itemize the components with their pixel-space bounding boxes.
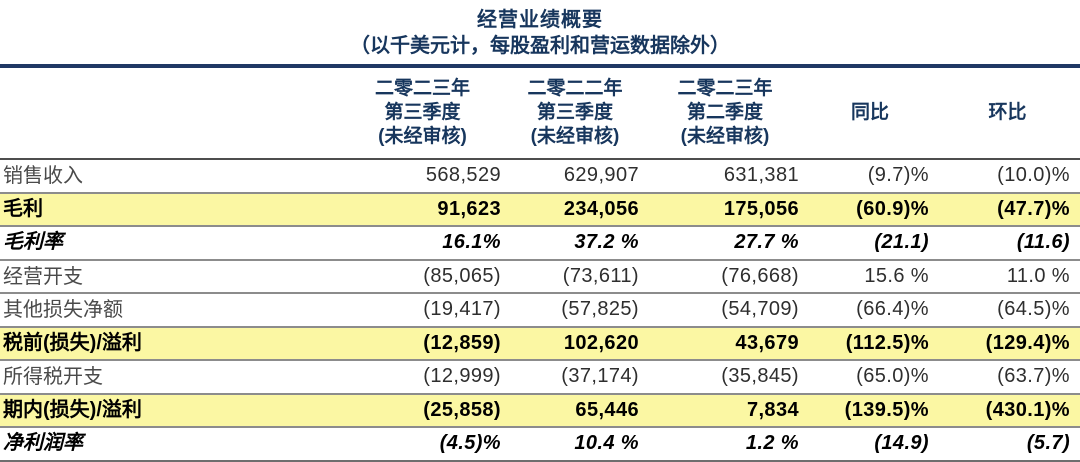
row-label: 其他损失净额	[3, 297, 123, 321]
row-label: 毛利率	[3, 231, 63, 253]
table-row: 销售收入 568,529 629,907 631,381 (9.7)% (10.0)%	[0, 160, 1080, 192]
column-header-line: 环比	[988, 102, 1027, 123]
column-header-line: 同比	[850, 102, 889, 123]
page-title: 经营业绩概要	[477, 9, 603, 31]
cell-q3-2022: 65,446	[575, 398, 639, 421]
row-label: 销售收入	[3, 163, 83, 187]
row-label: 所得税开支	[3, 364, 103, 388]
cell-q2-2023: 43,679	[735, 331, 799, 354]
cell-q3-2023: (85,065)	[423, 264, 501, 287]
cell-q3-2022: (73,611)	[562, 264, 639, 287]
column-header-line: 二零二三年	[374, 78, 470, 99]
table-row: 所得税开支 (12,999) (37,174) (35,845) (65.0)% (63.…	[0, 359, 1080, 393]
cell-yoy: (65.0)%	[856, 365, 929, 387]
cell-qoq: (430.1)%	[985, 398, 1070, 421]
cell-qoq: (64.5)%	[997, 298, 1070, 320]
column-header-line: 第三季度	[536, 102, 613, 123]
cell-yoy: (21.1)	[874, 231, 929, 253]
cell-q2-2023: 7,834	[746, 398, 799, 421]
table-row: 毛利 91,623 234,056 175,056 (60.9)% (47.7)%	[0, 191, 1080, 225]
cell-qoq: (129.4)%	[985, 331, 1070, 354]
table-row: 净利润率 (4.5)% 10.4 % 1.2 % (14.9) (5.7)	[0, 426, 1080, 460]
row-label: 期内(损失)/溢利	[3, 398, 142, 421]
column-header-line: 第二季度	[686, 102, 763, 123]
cell-q2-2023: 27.7 %	[734, 231, 799, 253]
cell-qoq: 11.0 %	[1006, 264, 1070, 287]
cell-q3-2022: (57,825)	[561, 298, 639, 320]
page-subtitle: （以千美元计，每股盈利和营运数据除外）	[350, 35, 730, 57]
cell-q3-2022: 234,056	[563, 197, 639, 220]
cell-q2-2023: 1.2 %	[745, 432, 799, 454]
column-header-line: 二零二二年	[527, 78, 623, 99]
column-header-line: (未经审核)	[530, 126, 620, 147]
column-header-qoq: 环比	[935, 101, 1080, 125]
cell-q3-2023: 568,529	[425, 164, 501, 186]
cell-q3-2023: (19,417)	[423, 298, 501, 320]
table-row: 毛利率 16.1% 37.2 % 27.7 % (21.1) (11.6)	[0, 225, 1080, 259]
cell-q3-2022: 629,907	[563, 164, 639, 186]
cell-q3-2022: 102,620	[563, 331, 639, 354]
cell-q2-2023: (35,845)	[721, 365, 799, 387]
table-row: 税前(损失)/溢利 (12,859) 102,620 43,679 (112.5)% (1…	[0, 325, 1080, 359]
cell-q3-2022: 10.4 %	[574, 432, 639, 454]
cell-q3-2023: 16.1%	[442, 231, 501, 253]
cell-qoq: (10.0)%	[997, 164, 1070, 186]
column-header-q3-2022: 二零二二年第三季度 (未经审核)	[505, 77, 645, 149]
cell-yoy: (139.5)%	[844, 398, 929, 421]
cell-yoy: (14.9)	[874, 432, 929, 454]
cell-q2-2023: (54,709)	[721, 298, 799, 320]
table-row: 其他损失净额 (19,417) (57,825) (54,709) (66.4)% (64…	[0, 292, 1080, 326]
cell-yoy: 15.6 %	[864, 264, 929, 287]
cell-q3-2023: 91,623	[437, 197, 501, 220]
row-label: 净利润率	[3, 432, 83, 454]
cell-q3-2023: (12,999)	[423, 365, 501, 387]
column-header-line: 第三季度	[384, 102, 461, 123]
column-header-line: 二零二三年	[677, 78, 773, 99]
column-header-line: (未经审核)	[680, 126, 770, 147]
column-header-q2-2023: 二零二三年第二季度 (未经审核)	[645, 77, 805, 149]
column-header-q3-2023: 二零二三年第三季度 (未经审核)	[340, 77, 505, 149]
cell-q3-2022: (37,174)	[561, 365, 639, 387]
cell-q3-2022: 37.2 %	[574, 231, 639, 253]
cell-q3-2023: (12,859)	[423, 331, 501, 354]
cell-qoq: (47.7)%	[997, 197, 1070, 220]
cell-q3-2023: (4.5)%	[439, 432, 501, 454]
row-label: 经营开支	[3, 263, 83, 288]
cell-yoy: (112.5)%	[845, 331, 929, 354]
column-header-yoy: 同比	[805, 101, 935, 125]
cell-q2-2023: (76,668)	[721, 264, 799, 287]
row-label: 毛利	[3, 197, 43, 220]
cell-yoy: (60.9)%	[856, 197, 929, 220]
column-header-line: (未经审核)	[378, 126, 467, 147]
cell-q2-2023: 175,056	[723, 197, 799, 220]
table-body: 销售收入 568,529 629,907 631,381 (9.7)% (10.0)% 毛利…	[0, 160, 1080, 462]
cell-qoq: (5.7)	[1026, 432, 1070, 454]
cell-q2-2023: 631,381	[723, 164, 799, 186]
cell-qoq: (11.6)	[1016, 231, 1070, 253]
cell-q3-2023: (25,858)	[423, 398, 501, 421]
table-row: 经营开支 (85,065) (73,611) (76,668) 15.6 % 11.0 %	[0, 258, 1080, 293]
cell-yoy: (9.7)%	[867, 164, 929, 186]
table-row: 期内(损失)/溢利 (25,858) 65,446 7,834 (139.5)% (430…	[0, 392, 1080, 426]
row-label: 税前(损失)/溢利	[3, 331, 142, 354]
cell-yoy: (66.4)%	[856, 298, 929, 320]
table-header-row: 二零二三年第三季度 (未经审核) 二零二二年第三季度 (未经审核) 二零二三年第二季度 (…	[0, 68, 1080, 160]
cell-qoq: (63.7)%	[997, 365, 1070, 387]
top-divider	[0, 64, 1080, 68]
